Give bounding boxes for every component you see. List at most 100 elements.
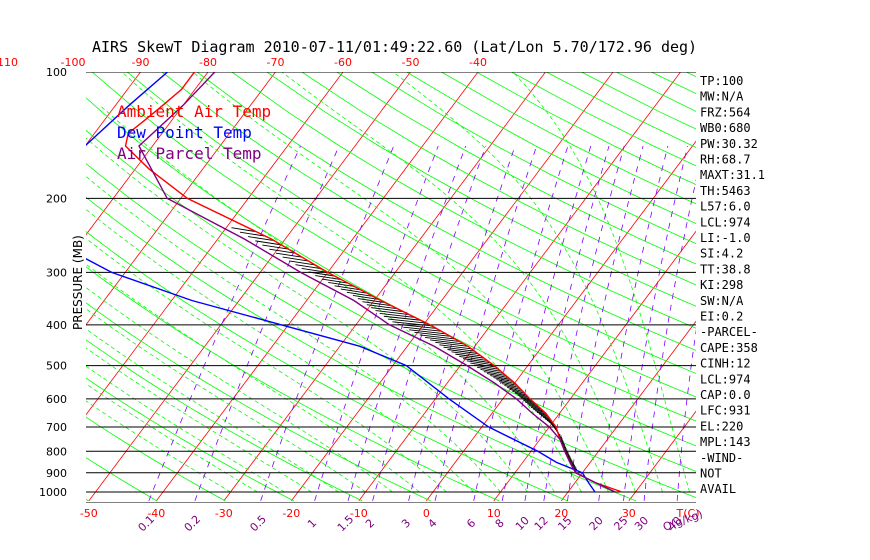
isotherm-line (86, 72, 209, 236)
mixing-ratio-label: 0.2 (182, 513, 204, 535)
dry-adiabat-line (86, 302, 431, 502)
dry-adiabat-line (86, 339, 363, 502)
index-item: MW:N/A (700, 90, 744, 104)
index-item: KI:298 (700, 278, 743, 292)
cape-hatch-line (315, 275, 342, 280)
isotherm-line (358, 72, 681, 502)
mixing-ratio-line (473, 145, 569, 501)
cape-hatch-line (248, 236, 275, 242)
pressure-tick-label: 1000 (39, 486, 67, 499)
cape-hatch-line (527, 403, 540, 409)
index-item: -WIND- (700, 451, 743, 465)
dry-adiabat-line (231, 72, 696, 329)
moist-adiabat-line (121, 72, 582, 493)
dry-adiabat-line (86, 162, 696, 499)
index-item: EL:220 (700, 419, 743, 433)
dry-adiabat-line (91, 72, 696, 422)
dry-adiabat-line (196, 72, 696, 351)
y-axis-label: PRESSURE (MB) (71, 235, 85, 330)
mixing-ratio-line (314, 145, 439, 502)
cape-hatch-line (239, 231, 266, 237)
dry-adiabat-line (0, 72, 20, 501)
cape-hatch-line (532, 408, 546, 414)
cape-hatch-line (424, 336, 460, 342)
cape-hatch-line (357, 298, 386, 304)
index-item: PW:30.32 (700, 137, 758, 151)
legend-dewpoint-temp: Dew Point Temp (117, 123, 252, 142)
cape-hatch-line (521, 398, 534, 403)
index-item: MAXT:31.1 (700, 168, 765, 182)
cape-hatch-line (447, 349, 478, 354)
isotherm-line (0, 72, 73, 501)
dry-adiabat-line (161, 72, 696, 374)
top-temp-tick-label: -80 (199, 56, 217, 69)
isotherm-line (764, 72, 870, 501)
mixing-ratio-label: 10 (513, 514, 532, 533)
mixing-ratio-line (524, 145, 610, 501)
pressure-tick-label: 800 (46, 445, 67, 458)
cape-hatch-line (289, 260, 316, 266)
top-temp-tick-label: -90 (132, 56, 150, 69)
bottom-temp-tick-label: -30 (215, 507, 233, 520)
index-item: LI:-1.0 (700, 231, 751, 245)
dry-adiabat-line (86, 377, 294, 502)
cape-hatch-line (308, 271, 335, 277)
moist-adiabat-line (86, 287, 393, 493)
isotherm-line (628, 410, 696, 502)
dry-adiabat-line (301, 72, 696, 286)
isotherms (0, 72, 870, 502)
dry-adiabat-line (86, 97, 696, 447)
moist-adiabat-line (86, 175, 501, 493)
index-item: SW:N/A (700, 294, 744, 308)
isotherm-line (493, 230, 696, 502)
cape-hatch-line (334, 285, 361, 291)
pressure-tick-label: 600 (46, 393, 67, 406)
cape-hatch-line (525, 401, 538, 407)
cape-hatch-line (366, 304, 398, 310)
moist-adiabat-line (86, 347, 312, 493)
index-item: CINH:12 (700, 357, 751, 371)
bottom-temp-axis: -50 -40 -30 -20 -10 0 10 20 30 T(C) (80, 507, 700, 520)
bottom-temp-tick-label: 30 (622, 507, 636, 520)
dry-adiabat-line (86, 196, 637, 502)
cape-hatch-line (371, 307, 404, 313)
cape-hatch-line (375, 310, 410, 315)
dewpoint-line (86, 72, 596, 493)
cape-hatch-line (501, 383, 520, 388)
index-item: LCL:974 (700, 372, 751, 386)
cape-hatch-line (255, 240, 282, 246)
cape-hatch-line (403, 326, 442, 332)
cape-hatch-line (504, 385, 522, 390)
cape-hatch-line (486, 373, 509, 379)
cape-hatch-line (538, 413, 550, 419)
cape-hatch-line (269, 248, 296, 254)
dry-adiabat-line (86, 416, 226, 502)
dry-adiabat-line (86, 129, 696, 472)
moist-adiabat-line (86, 365, 285, 493)
index-item: CAPE:358 (700, 341, 758, 355)
cape-hatch-line (295, 264, 322, 270)
top-temp-tick-label: -70 (267, 56, 285, 69)
isotherm-line (86, 72, 276, 326)
index-item: RH:68.7 (700, 153, 751, 167)
cape-hatch-line (439, 344, 472, 350)
isotherm-line (86, 72, 344, 416)
moist-adiabats (86, 72, 690, 493)
index-item: WB0:680 (700, 121, 751, 135)
mixing-ratio-label: 1 (305, 516, 319, 530)
cape-hatch-line (362, 301, 392, 307)
top-temp-tick-label: -50 (402, 56, 420, 69)
cape-hatch-line (536, 411, 549, 417)
moist-adiabat-line (86, 137, 528, 493)
top-temp-tick-label: -40 (469, 56, 487, 69)
cape-hatch-line (430, 339, 464, 345)
cape-hatch-line (542, 416, 552, 422)
index-item: AVAIL (700, 482, 736, 496)
cape-hatch-line (387, 318, 427, 324)
pressure-tick-label: 400 (46, 319, 67, 332)
mixing-ratio-label: 20 (587, 514, 606, 533)
mixing-ratio-label: 6 (464, 516, 478, 530)
moist-adiabat-line (86, 237, 447, 493)
pressure-tick-label: 200 (46, 192, 67, 205)
